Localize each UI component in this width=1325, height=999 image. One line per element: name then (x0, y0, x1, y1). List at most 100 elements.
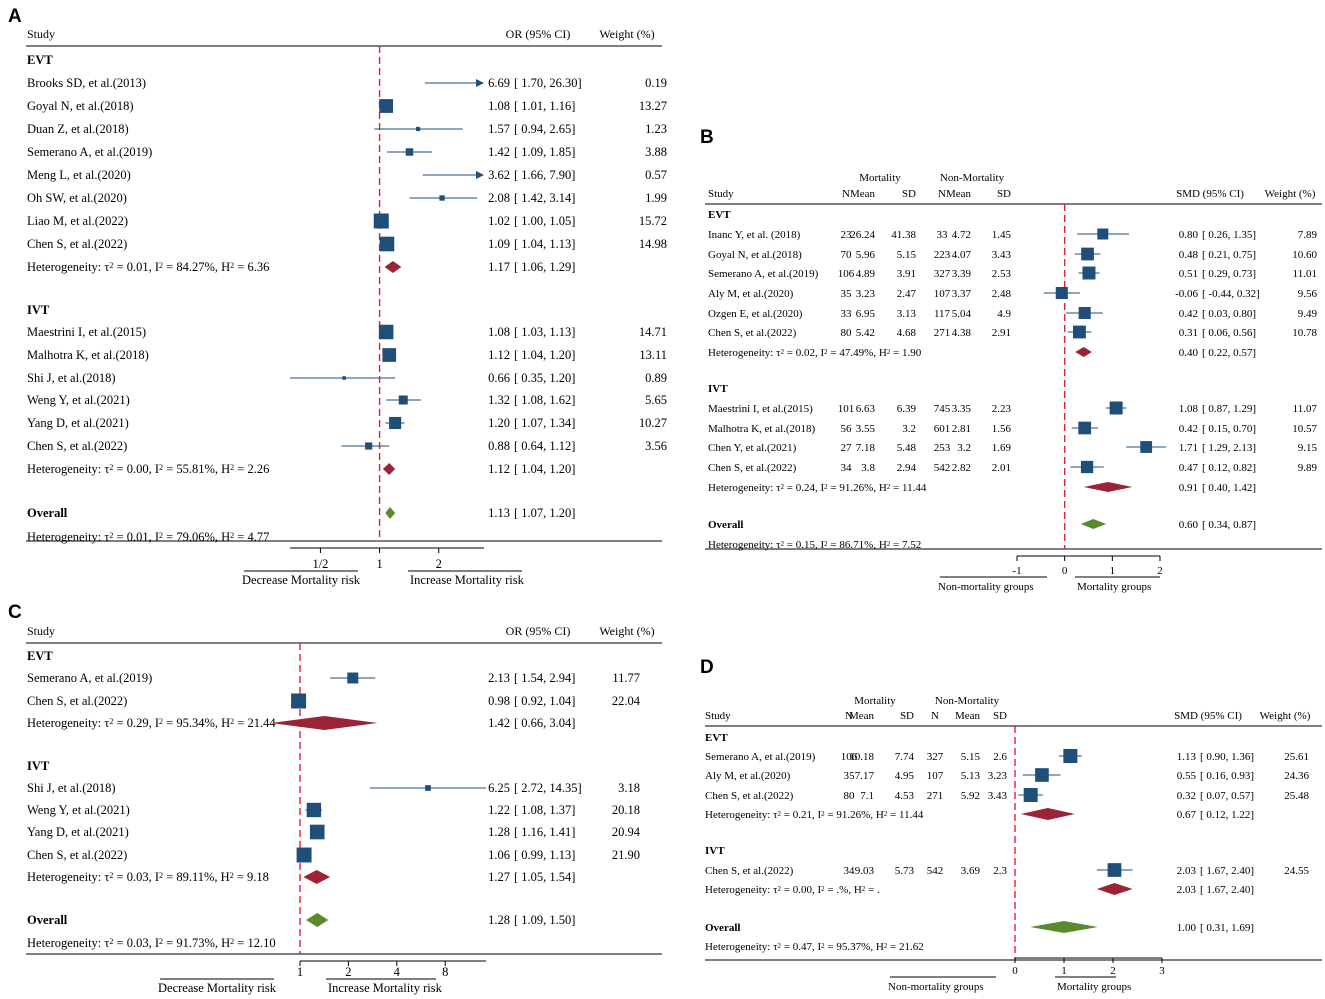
heterogeneity-text: Heterogeneity: τ (27, 716, 109, 730)
superscript-2: 2 (824, 483, 828, 491)
panel-d-effect-estimate: 1.00 (1177, 922, 1197, 934)
heterogeneity-text: = (113, 530, 126, 544)
panel-a-letter: A (8, 6, 22, 27)
heterogeneity-value: 0.29 (127, 716, 149, 730)
panel-a-study-box (379, 236, 395, 252)
heterogeneity-text: Heterogeneity: τ (27, 462, 109, 476)
heterogeneity-text: Heterogeneity: τ (705, 809, 778, 821)
panel-a-x-tick-label: 1/2 (312, 557, 328, 571)
panel-a-effect-ci: [ 1.42, 3.14] (514, 191, 575, 205)
heterogeneity-value: 89.11% (176, 870, 214, 884)
panel-a-study-label: Liao M, et al.(2022) (27, 214, 128, 228)
heterogeneity-text: = (784, 482, 796, 494)
panel-d-header-study: Study (705, 710, 731, 722)
panel-b-study-weight: 9.49 (1298, 308, 1318, 320)
heterogeneity-text: = (113, 870, 126, 884)
heterogeneity-text: , H (215, 462, 230, 476)
heterogeneity-text: , I (149, 936, 159, 950)
heterogeneity-text: = (825, 809, 837, 821)
panel-b-study-col: 2.53 (992, 268, 1012, 280)
panel-d-study-label: Chen S, et al.(2022) (705, 790, 794, 802)
heterogeneity-text: , I (812, 941, 822, 953)
panel-b-effect-estimate: 0.40 (1179, 347, 1199, 359)
panel-c-study-box (425, 785, 431, 791)
panel-b-effect-ci: [ 1.29, 2.13] (1202, 442, 1256, 454)
panel-d-header-weight: Weight (%) (1260, 710, 1311, 722)
panel-d-study-col: 4.95 (895, 770, 915, 782)
panel-b-study-label: Malhotra K, et al.(2018) (708, 423, 816, 435)
panel-b-effect-estimate: 0.42 (1179, 423, 1198, 435)
panel-b-study-box (1078, 421, 1092, 435)
panel-b-effect-estimate: 0.47 (1179, 462, 1199, 474)
panel-a-study-box (439, 195, 445, 201)
panel-b-effect-estimate: 0.60 (1179, 519, 1199, 531)
heterogeneity-value: 9.18 (247, 870, 269, 884)
heterogeneity-text: = (234, 530, 247, 544)
panel-b-study-weight: 10.78 (1292, 327, 1317, 339)
panel-b-header-weight: Weight (%) (1265, 188, 1316, 200)
panel-c-effect-ci: [ 1.08, 1.37] (514, 803, 575, 817)
panel-d-study-col: 106 (841, 751, 858, 763)
heterogeneity-value: 21.44 (247, 716, 276, 730)
heterogeneity-text: = (828, 347, 840, 359)
panel-d-effect-estimate: 0.55 (1177, 770, 1197, 782)
panel-d-header-col: N (845, 710, 853, 722)
panel-b-study-col: 23 (841, 229, 853, 241)
panel-b-effect-estimate: -0.06 (1175, 288, 1198, 300)
panel-b-study-col: 2.82 (952, 462, 971, 474)
panel-b-study-col: 1.45 (992, 229, 1012, 241)
panel-c-x-tick-label: 1 (297, 965, 303, 979)
panel-c-effect-estimate: 1.28 (488, 913, 510, 927)
panel-b-study-col: 35 (841, 288, 853, 300)
panel-b-effect-estimate: 0.91 (1179, 482, 1198, 494)
heterogeneity-value: .% (836, 884, 848, 896)
panel-c-study-label: Shi J, et al.(2018) (27, 781, 116, 795)
heterogeneity-text: = (781, 884, 793, 896)
panel-d-study-weight: 25.48 (1284, 790, 1309, 802)
heterogeneity-text: = (825, 884, 837, 896)
heterogeneity-text: = (890, 347, 902, 359)
panel-b-study-col: 4.38 (952, 327, 972, 339)
panel-a-study-weight: 14.98 (639, 237, 667, 251)
heterogeneity-text: = (781, 809, 793, 821)
heterogeneity-value: 0.01 (127, 260, 149, 274)
superscript-2: 2 (824, 348, 828, 356)
panel-b-study-col: 223 (934, 249, 951, 261)
panel-b-study-col: 107 (934, 288, 951, 300)
heterogeneity-text: = (781, 941, 793, 953)
superscript-2: 2 (821, 885, 825, 893)
panel-b-header-non-mortality: Non-Mortality (940, 172, 1005, 184)
panel-a-study-label: Chen S, et al.(2022) (27, 237, 127, 251)
panel-b-header-effect: SMD (95% CI) (1176, 188, 1244, 200)
heterogeneity-value: 84.27% (176, 260, 215, 274)
panel-b-study-col: 601 (934, 423, 951, 435)
panel-a-study-label: Meng L, et al.(2020) (27, 168, 131, 182)
heterogeneity-text: = (828, 482, 840, 494)
heterogeneity-text: = (887, 941, 899, 953)
heterogeneity-value: 0.24 (796, 482, 816, 494)
heterogeneity-value: 4.77 (247, 530, 269, 544)
panel-c-study-box (296, 847, 312, 863)
superscript-2: 2 (230, 717, 234, 726)
panel-b-x-tick-label: -1 (1012, 565, 1021, 577)
panel-b-study-col: 2.81 (952, 423, 971, 435)
heterogeneity-text: , H (870, 941, 884, 953)
panel-b-study-col: 4.07 (952, 249, 972, 261)
heterogeneity-text: , H (215, 530, 230, 544)
panel-a-subgroup-diamond (384, 261, 402, 273)
panel-c-heterogeneity: Heterogeneity: τ2 = 0.29, I2 = 95.34%, H… (27, 716, 276, 730)
panel-b-study-col: 70 (841, 249, 853, 261)
panel-b-x-tick-label: 1 (1110, 565, 1116, 577)
panel-c-study-box (291, 693, 307, 709)
panel-c-subgroup-diamond (303, 870, 331, 884)
panel-d-subgroup-diamond (1096, 883, 1133, 895)
superscript-2: 2 (230, 261, 234, 270)
superscript-2: 2 (778, 885, 782, 893)
panel-a-effect-estimate: 1.57 (488, 122, 510, 136)
heterogeneity-text: , I (149, 260, 159, 274)
heterogeneity-value: 0.21 (793, 809, 812, 821)
panel-a-study-weight: 14.71 (639, 325, 667, 339)
panel-d-study-col: 3.23 (988, 770, 1008, 782)
heterogeneity-text: = (825, 941, 837, 953)
